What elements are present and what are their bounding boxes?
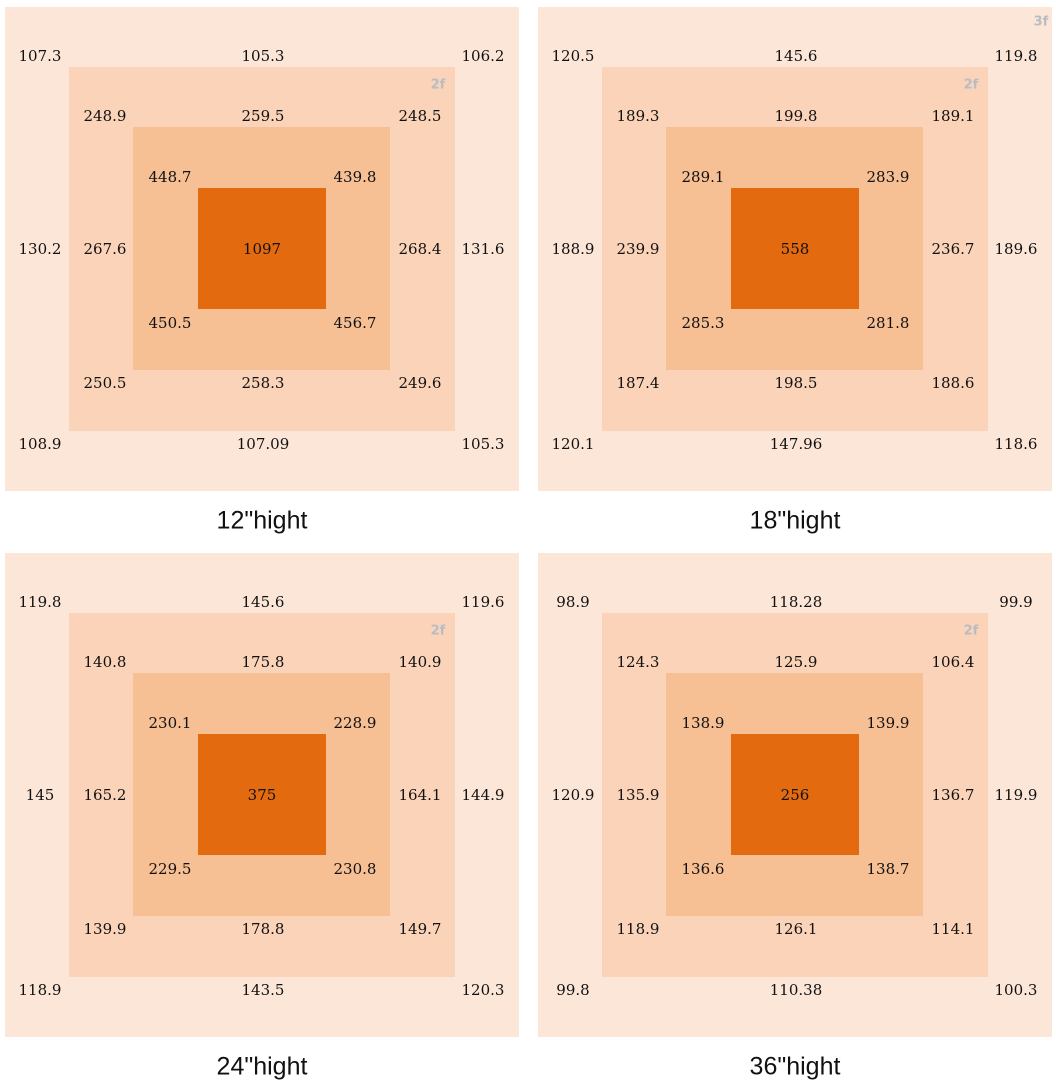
outer-value: 143.5 <box>242 981 285 999</box>
middle-value: 114.1 <box>932 920 975 938</box>
middle-value: 239.9 <box>617 240 660 258</box>
inner-value: 450.5 <box>149 314 192 332</box>
inner-value: 229.5 <box>149 860 192 878</box>
center-value: 256 <box>781 786 810 804</box>
center-zone <box>731 734 859 855</box>
outer-value: 145.6 <box>242 593 285 611</box>
inner-value: 456.7 <box>334 314 377 332</box>
inner-value: 283.9 <box>867 168 910 186</box>
caption: 36"hight <box>750 1053 841 1081</box>
zone-label: 2f <box>964 78 979 93</box>
outer-value: 119.8 <box>995 47 1038 65</box>
outer-value: 131.6 <box>462 240 505 258</box>
middle-value: 140.9 <box>399 653 442 671</box>
middle-value: 248.9 <box>84 107 127 125</box>
inner-value: 448.7 <box>149 168 192 186</box>
outer-value: 145 <box>26 786 55 804</box>
outer-value: 105.3 <box>242 47 285 65</box>
inner-value: 439.8 <box>334 168 377 186</box>
middle-value: 189.1 <box>932 107 975 125</box>
outer-value: 119.6 <box>462 593 505 611</box>
middle-value: 140.8 <box>84 653 127 671</box>
middle-value: 136.7 <box>932 786 975 804</box>
center-zone <box>198 734 326 855</box>
middle-value: 188.6 <box>932 374 975 392</box>
zone-label: 3f <box>1034 15 1049 30</box>
zone-label: 2f <box>431 78 446 93</box>
outer-value: 119.9 <box>995 786 1038 804</box>
outer-value: 147.96 <box>770 435 823 453</box>
outer-value: 119.8 <box>19 593 62 611</box>
middle-value: 199.8 <box>775 107 818 125</box>
zone-label: 2f <box>431 624 446 639</box>
inner-value: 281.8 <box>867 314 910 332</box>
middle-value: 258.3 <box>242 374 285 392</box>
middle-value: 178.8 <box>242 920 285 938</box>
middle-value: 118.9 <box>617 920 660 938</box>
middle-value: 106.4 <box>932 653 975 671</box>
outer-value: 118.28 <box>770 593 823 611</box>
inner-value: 289.1 <box>682 168 725 186</box>
middle-value: 267.6 <box>84 240 127 258</box>
middle-value: 125.9 <box>775 653 818 671</box>
inner-value: 230.8 <box>334 860 377 878</box>
inner-value: 138.9 <box>682 714 725 732</box>
middle-value: 189.3 <box>617 107 660 125</box>
outer-value: 120.9 <box>552 786 595 804</box>
outer-value: 120.1 <box>552 435 595 453</box>
caption: 12"hight <box>217 507 308 535</box>
middle-value: 250.5 <box>84 374 127 392</box>
outer-value: 98.9 <box>556 593 589 611</box>
inner-value: 228.9 <box>334 714 377 732</box>
center-zone <box>731 188 859 309</box>
middle-value: 165.2 <box>84 786 127 804</box>
center-zone <box>198 188 326 309</box>
middle-value: 187.4 <box>617 374 660 392</box>
outer-value: 130.2 <box>19 240 62 258</box>
middle-value: 198.5 <box>775 374 818 392</box>
inner-value: 139.9 <box>867 714 910 732</box>
middle-value: 175.8 <box>242 653 285 671</box>
middle-value: 236.7 <box>932 240 975 258</box>
inner-value: 285.3 <box>682 314 725 332</box>
center-value: 1097 <box>243 240 281 258</box>
outer-value: 106.2 <box>462 47 505 65</box>
outer-value: 107.09 <box>237 435 290 453</box>
center-value: 558 <box>781 240 810 258</box>
outer-value: 99.8 <box>556 981 589 999</box>
outer-value: 100.3 <box>995 981 1038 999</box>
outer-value: 189.6 <box>995 240 1038 258</box>
outer-value: 107.3 <box>19 47 62 65</box>
center-value: 375 <box>248 786 277 804</box>
outer-value: 120.3 <box>462 981 505 999</box>
inner-value: 230.1 <box>149 714 192 732</box>
middle-value: 249.6 <box>399 374 442 392</box>
outer-value: 118.6 <box>995 435 1038 453</box>
outer-value: 118.9 <box>19 981 62 999</box>
inner-value: 136.6 <box>682 860 725 878</box>
middle-value: 268.4 <box>399 240 442 258</box>
outer-value: 120.5 <box>552 47 595 65</box>
zone-label: 2f <box>964 624 979 639</box>
middle-value: 124.3 <box>617 653 660 671</box>
middle-value: 248.5 <box>399 107 442 125</box>
caption: 18"hight <box>750 507 841 535</box>
caption: 24"hight <box>217 1053 308 1081</box>
outer-value: 110.38 <box>770 981 823 999</box>
outer-value: 99.9 <box>999 593 1032 611</box>
middle-value: 149.7 <box>399 920 442 938</box>
outer-value: 108.9 <box>19 435 62 453</box>
middle-value: 139.9 <box>84 920 127 938</box>
middle-value: 126.1 <box>775 920 818 938</box>
middle-value: 259.5 <box>242 107 285 125</box>
outer-value: 145.6 <box>775 47 818 65</box>
middle-value: 135.9 <box>617 786 660 804</box>
outer-value: 188.9 <box>552 240 595 258</box>
middle-value: 164.1 <box>399 786 442 804</box>
outer-value: 144.9 <box>462 786 505 804</box>
outer-value: 105.3 <box>462 435 505 453</box>
inner-value: 138.7 <box>867 860 910 878</box>
